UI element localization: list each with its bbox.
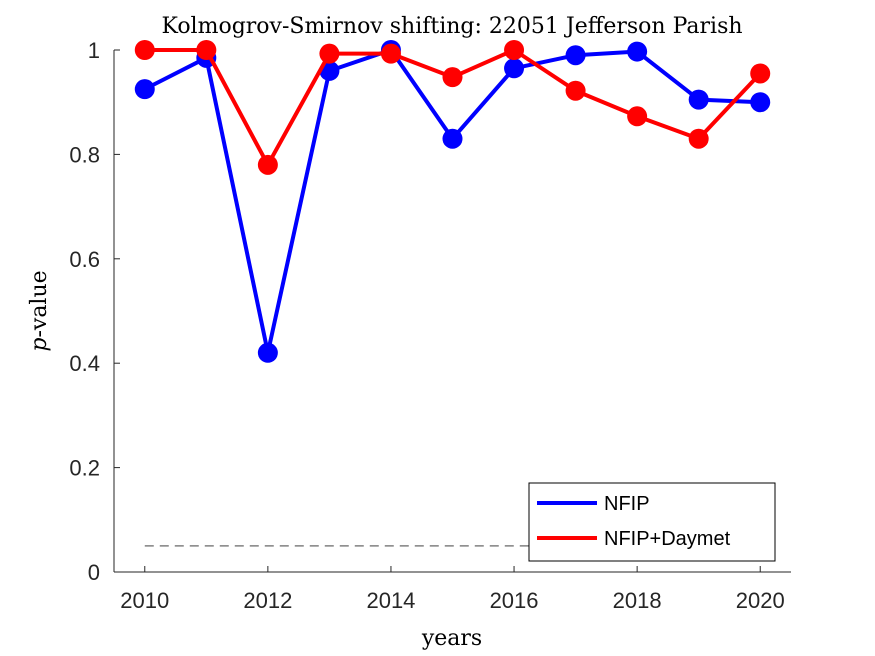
y-tick-label: 0.4 <box>69 351 100 376</box>
plot-area: 2010 2012 2014 2016 2018 2020 0 0.2 0.4 0.6 0.8 1 <box>69 38 791 613</box>
data-point-nfip <box>442 128 463 149</box>
data-point-nfip-daymet <box>565 80 586 101</box>
x-axis-label: years <box>421 626 482 651</box>
data-point-nfip <box>504 58 525 79</box>
data-point-nfip <box>750 92 771 113</box>
data-point-nfip <box>565 45 586 66</box>
data-point-nfip-daymet <box>257 154 278 175</box>
series-line-nfip <box>143 48 761 355</box>
data-point-nfip-daymet <box>380 43 401 64</box>
x-tick-label: 2014 <box>366 588 415 613</box>
y-axis-label-italic: p <box>27 338 52 352</box>
legend-box <box>528 482 776 562</box>
data-point-nfip-daymet <box>319 43 340 64</box>
data-point-nfip <box>688 89 709 110</box>
y-tick-label: 0.8 <box>69 142 100 167</box>
y-axis-label: p-value <box>27 270 52 351</box>
data-point-nfip-daymet <box>504 40 525 60</box>
y-axis-label-rest: -value <box>27 270 52 337</box>
data-point-nfip <box>134 79 155 100</box>
x-tick-label: 2016 <box>490 588 539 613</box>
legend-label-nfip: NFIP <box>604 493 650 515</box>
legend: NFIP NFIP+Daymet <box>528 482 776 562</box>
x-tick-label: 2010 <box>120 588 169 613</box>
data-point-nfip <box>627 41 648 62</box>
data-point-nfip-daymet <box>134 40 155 60</box>
data-point-nfip <box>257 342 278 363</box>
data-point-nfip-daymet <box>688 128 709 149</box>
legend-label-nfip-daymet: NFIP+Daymet <box>604 528 731 550</box>
y-tick-label: 0 <box>88 560 100 585</box>
y-tick-label: 0.2 <box>69 456 100 481</box>
chart-title: Kolmogrov-Smirnov shifting: 22051 Jeffer… <box>161 14 742 39</box>
data-point-nfip-daymet <box>750 63 771 84</box>
x-tick-label: 2018 <box>613 588 662 613</box>
data-point-nfip-daymet <box>627 106 648 127</box>
y-tick-label: 0.6 <box>69 247 100 272</box>
x-tick-label: 2020 <box>736 588 785 613</box>
data-point-nfip-daymet <box>196 40 217 60</box>
x-tick-label: 2012 <box>243 588 292 613</box>
data-point-nfip-daymet <box>442 67 463 88</box>
y-tick-label: 1 <box>88 38 100 63</box>
